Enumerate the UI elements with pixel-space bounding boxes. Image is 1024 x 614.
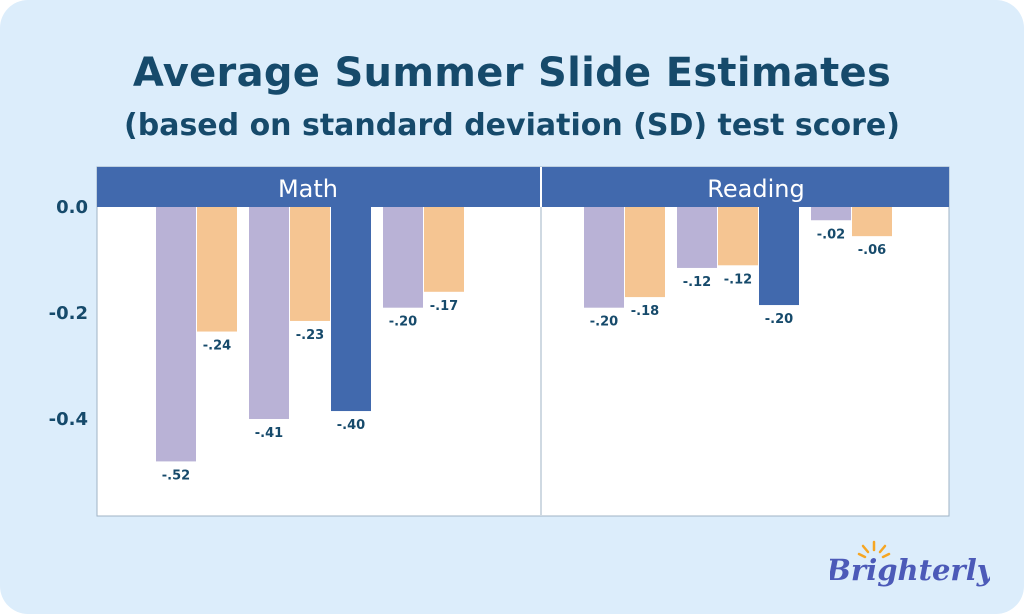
bar-reading-g2-b3 xyxy=(759,207,799,306)
panel-header-bar xyxy=(97,167,949,207)
plot-background xyxy=(96,166,950,517)
data-label: -.23 xyxy=(296,328,324,343)
data-label: -.02 xyxy=(817,227,845,242)
data-label: -.20 xyxy=(765,312,793,327)
panel-title-reading: Reading xyxy=(707,175,804,203)
bar-math-g1-b1 xyxy=(156,207,196,462)
chart-title: Average Summer Slide Estimates xyxy=(132,50,892,96)
y-tick-label: 0.0 xyxy=(56,197,88,218)
bar-reading-g3-b1 xyxy=(811,207,851,221)
data-label: -.18 xyxy=(631,304,659,319)
chart-subtitle: (based on standard deviation (SD) test s… xyxy=(124,108,900,143)
data-labels: -.52 -.24 -.41 -.23 -.40 -.20 -.17 -.20 -.18 -.12… xyxy=(162,227,886,483)
bar-math-g1-b2 xyxy=(197,207,237,332)
panel-title-math: Math xyxy=(278,175,338,203)
bar-reading-g1-b2 xyxy=(625,207,665,298)
y-tick-label: -0.4 xyxy=(49,409,88,430)
y-axis: 0.0 -0.2 -0.4 xyxy=(49,197,88,430)
bar-reading-g2-b2 xyxy=(718,207,758,266)
bar-math-g2-b3 xyxy=(331,207,371,412)
brighterly-logo: Brighterly xyxy=(830,540,990,587)
data-label: -.20 xyxy=(590,315,618,330)
sun-rays-icon xyxy=(857,540,891,559)
bar-math-g3-b1 xyxy=(383,207,423,308)
data-label: -.12 xyxy=(724,272,752,287)
bar-math-g3-b2 xyxy=(424,207,464,292)
data-label: -.17 xyxy=(430,299,458,314)
bar-reading-g2-b1 xyxy=(677,207,717,268)
bar-reading-g3-b2 xyxy=(852,207,892,237)
data-label: -.40 xyxy=(337,418,365,433)
data-label: -.24 xyxy=(203,339,231,354)
data-label: -.12 xyxy=(683,275,711,290)
bar-math-g2-b2 xyxy=(290,207,330,321)
brand-name: Brighterly xyxy=(830,553,990,587)
y-tick-label: -0.2 xyxy=(49,303,88,324)
data-label: -.52 xyxy=(162,468,190,483)
bar-reading-g1-b1 xyxy=(584,207,624,308)
data-label: -.41 xyxy=(255,426,283,441)
data-label: -.06 xyxy=(858,243,886,258)
data-label: -.20 xyxy=(389,315,417,330)
bar-math-g2-b1 xyxy=(249,207,289,419)
bars xyxy=(156,207,892,462)
